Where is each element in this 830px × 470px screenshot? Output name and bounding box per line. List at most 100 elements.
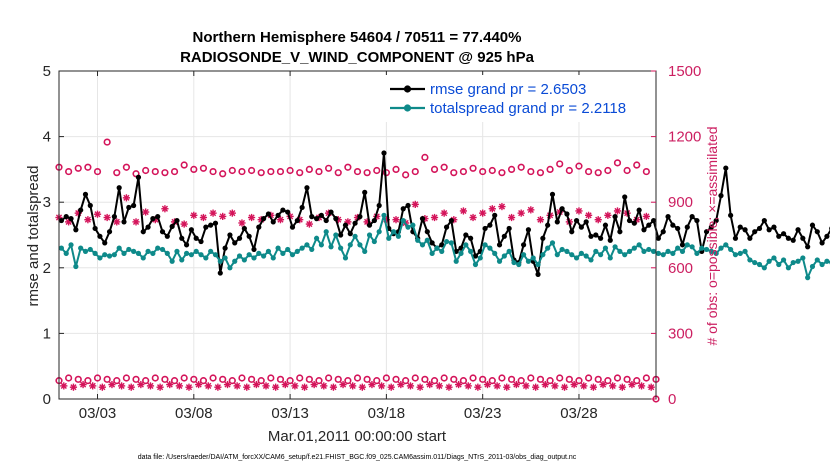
totalspread-point: [434, 245, 440, 251]
star-stroke: [643, 213, 650, 220]
rmse-point: [622, 194, 628, 200]
totalspread-point: [780, 257, 787, 263]
obs-possible-point: [517, 163, 525, 171]
star-stroke: [460, 207, 467, 215]
star-stroke: [79, 381, 87, 388]
obs-possible-point: [440, 163, 448, 171]
y2-tick-label: 1500: [668, 63, 701, 80]
obs-possible-point: [450, 375, 458, 383]
obs-assimilated-point: [161, 205, 169, 213]
totalspread-point: [506, 248, 512, 254]
star-stroke: [359, 384, 366, 391]
obs-assimilated-point: [589, 383, 598, 391]
y-tick-label: 5: [43, 63, 51, 80]
totalspread-point: [559, 246, 565, 253]
obs-possible-point: [325, 164, 333, 172]
obs-assimilated-point: [613, 207, 622, 215]
star-stroke: [508, 214, 515, 221]
star-stroke: [445, 384, 453, 391]
obs-possible-point: [267, 374, 275, 382]
obs-assimilated-point: [507, 213, 516, 222]
totalspread-point: [790, 259, 796, 266]
rmse-point: [732, 235, 739, 241]
rmse-point: [208, 222, 214, 228]
star-stroke: [214, 384, 221, 391]
totalspread-point: [501, 253, 507, 259]
star-stroke: [638, 382, 645, 389]
star-stroke: [455, 381, 462, 388]
obs-possible-point: [190, 165, 198, 173]
obs-possible-point: [411, 374, 419, 382]
obs-possible-point: [247, 375, 256, 383]
obs-possible-point: [373, 166, 381, 175]
totalspread-point: [641, 248, 647, 254]
obs-possible-point: [575, 162, 583, 170]
star-stroke: [426, 381, 433, 388]
obs-possible-point: [247, 166, 256, 175]
star-stroke: [368, 381, 376, 388]
totalspread-point: [578, 250, 584, 256]
obs-assimilated-point: [117, 382, 126, 390]
star-stroke: [205, 382, 212, 389]
star-stroke: [407, 382, 414, 389]
totalspread-point: [131, 248, 137, 254]
obs-possible-point: [392, 165, 400, 173]
obs-assimilated-point: [79, 380, 87, 389]
obs-assimilated-point: [310, 380, 318, 389]
rmse-point: [564, 211, 570, 217]
star-stroke: [89, 382, 96, 389]
rmse-point: [424, 229, 430, 235]
obs-assimilated-point: [570, 380, 578, 389]
totalspread-point: [545, 245, 551, 251]
obs-possible-point: [180, 374, 188, 382]
totalspread-point: [169, 258, 175, 264]
x-tick-label: 03/28: [560, 405, 598, 422]
obs-possible-point: [151, 167, 159, 176]
obs-assimilated-point: [300, 383, 309, 391]
rmse-point: [776, 233, 782, 239]
obs-possible-point: [93, 374, 102, 382]
rmse-point: [675, 225, 681, 232]
totalspread-point: [708, 248, 714, 254]
star-stroke: [465, 382, 472, 389]
obs-possible-point: [334, 375, 342, 383]
obs-assimilated-point: [551, 382, 559, 390]
obs-possible-point: [411, 167, 419, 176]
rmse-point: [174, 217, 180, 224]
star-stroke: [513, 381, 520, 388]
rmse-point: [294, 217, 300, 224]
obs-possible-point: [556, 374, 564, 382]
obs-assimilated-point: [247, 213, 256, 222]
obs-assimilated-point: [281, 380, 289, 389]
obs-possible-point: [315, 167, 323, 176]
obs-possible-point: [584, 167, 593, 176]
obs-possible-point: [238, 167, 246, 176]
star-stroke: [330, 384, 337, 391]
obs-assimilated-point: [377, 382, 386, 390]
obs-possible-point: [334, 169, 342, 177]
star-stroke: [104, 214, 111, 221]
y2-tick-label: 600: [668, 260, 693, 277]
rmse-point: [261, 216, 267, 222]
y2-axis-label: # of obs: o=possible; ×=assimilated: [704, 126, 720, 345]
totalspread-point: [660, 252, 666, 258]
rmse-point: [347, 231, 353, 237]
rmse-point: [506, 225, 512, 232]
rmse-point: [58, 217, 65, 224]
obs-assimilated-point: [479, 209, 487, 217]
obs-possible-point: [556, 160, 564, 168]
obs-possible-point: [209, 374, 217, 382]
obs-assimilated-point: [512, 380, 520, 389]
totalspread-point: [824, 258, 830, 264]
rmse-point: [713, 217, 719, 224]
grid-layer: [59, 71, 656, 399]
totalspread-point: [472, 261, 479, 268]
obs-assimilated-point: [108, 380, 116, 389]
star-stroke: [108, 381, 116, 388]
obs-possible-point: [353, 167, 362, 176]
obs-assimilated-point: [228, 209, 236, 217]
star-stroke: [142, 208, 149, 216]
rmse-point: [280, 207, 286, 213]
totalspread-point: [150, 250, 156, 256]
rmse-point: [665, 214, 671, 220]
